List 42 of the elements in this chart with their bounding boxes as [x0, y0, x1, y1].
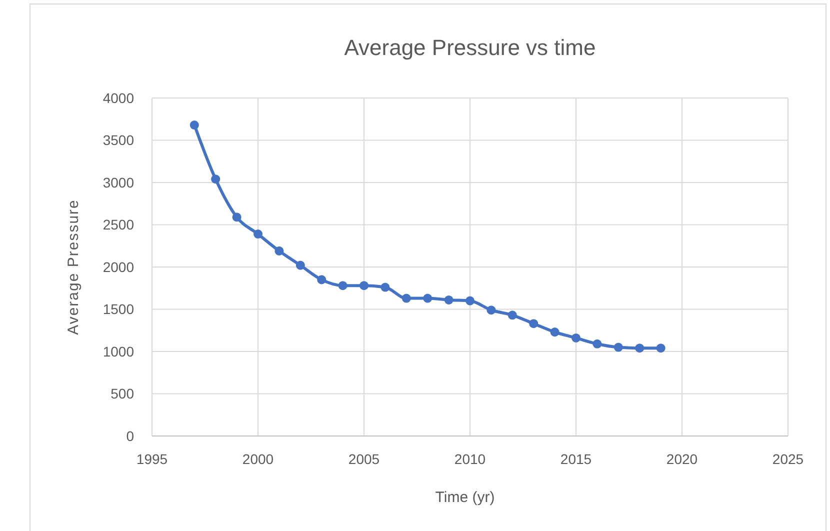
x-tick-label: 2025: [772, 451, 804, 467]
point: [444, 295, 454, 304]
point: [274, 246, 284, 256]
y-tick-label: 3000: [102, 174, 134, 190]
x-axis-title: Time (yr): [435, 489, 495, 506]
x-tick-label: 1995: [136, 451, 168, 467]
point: [571, 333, 581, 342]
x-tick-label: 2005: [348, 451, 380, 467]
point: [317, 275, 326, 284]
y-tick-label: 1000: [102, 343, 134, 360]
point: [508, 310, 517, 320]
point: [550, 328, 560, 337]
point: [211, 174, 220, 184]
y-axis-title: Average Pressure: [65, 199, 82, 335]
y-tick-label: 4000: [102, 90, 134, 106]
point: [635, 344, 644, 353]
point: [614, 342, 623, 352]
point: [380, 282, 390, 292]
y-tick-label: 500: [110, 386, 134, 402]
point: [338, 281, 348, 290]
y-tick-label: 2500: [102, 216, 134, 233]
point: [190, 120, 199, 130]
point: [402, 294, 411, 303]
x-tick-label: 2010: [454, 451, 486, 467]
point: [486, 306, 496, 315]
y-tick-label: 0: [126, 428, 134, 444]
point: [296, 260, 305, 270]
y-tick-label: 2000: [102, 258, 134, 275]
point: [529, 319, 538, 328]
y-tick-label: 1500: [102, 301, 134, 318]
x-tick-label: 2020: [666, 451, 698, 467]
point: [465, 296, 475, 306]
point: [656, 344, 666, 353]
chart-title: Average Pressure vs time: [344, 35, 596, 60]
point: [359, 281, 369, 290]
x-tick-label: 2015: [560, 451, 592, 467]
point: [592, 339, 602, 348]
point: [232, 212, 242, 222]
point: [423, 294, 432, 303]
y-tick-label: 3500: [102, 132, 134, 148]
x-tick-label: 2000: [242, 451, 274, 467]
point: [253, 230, 263, 239]
